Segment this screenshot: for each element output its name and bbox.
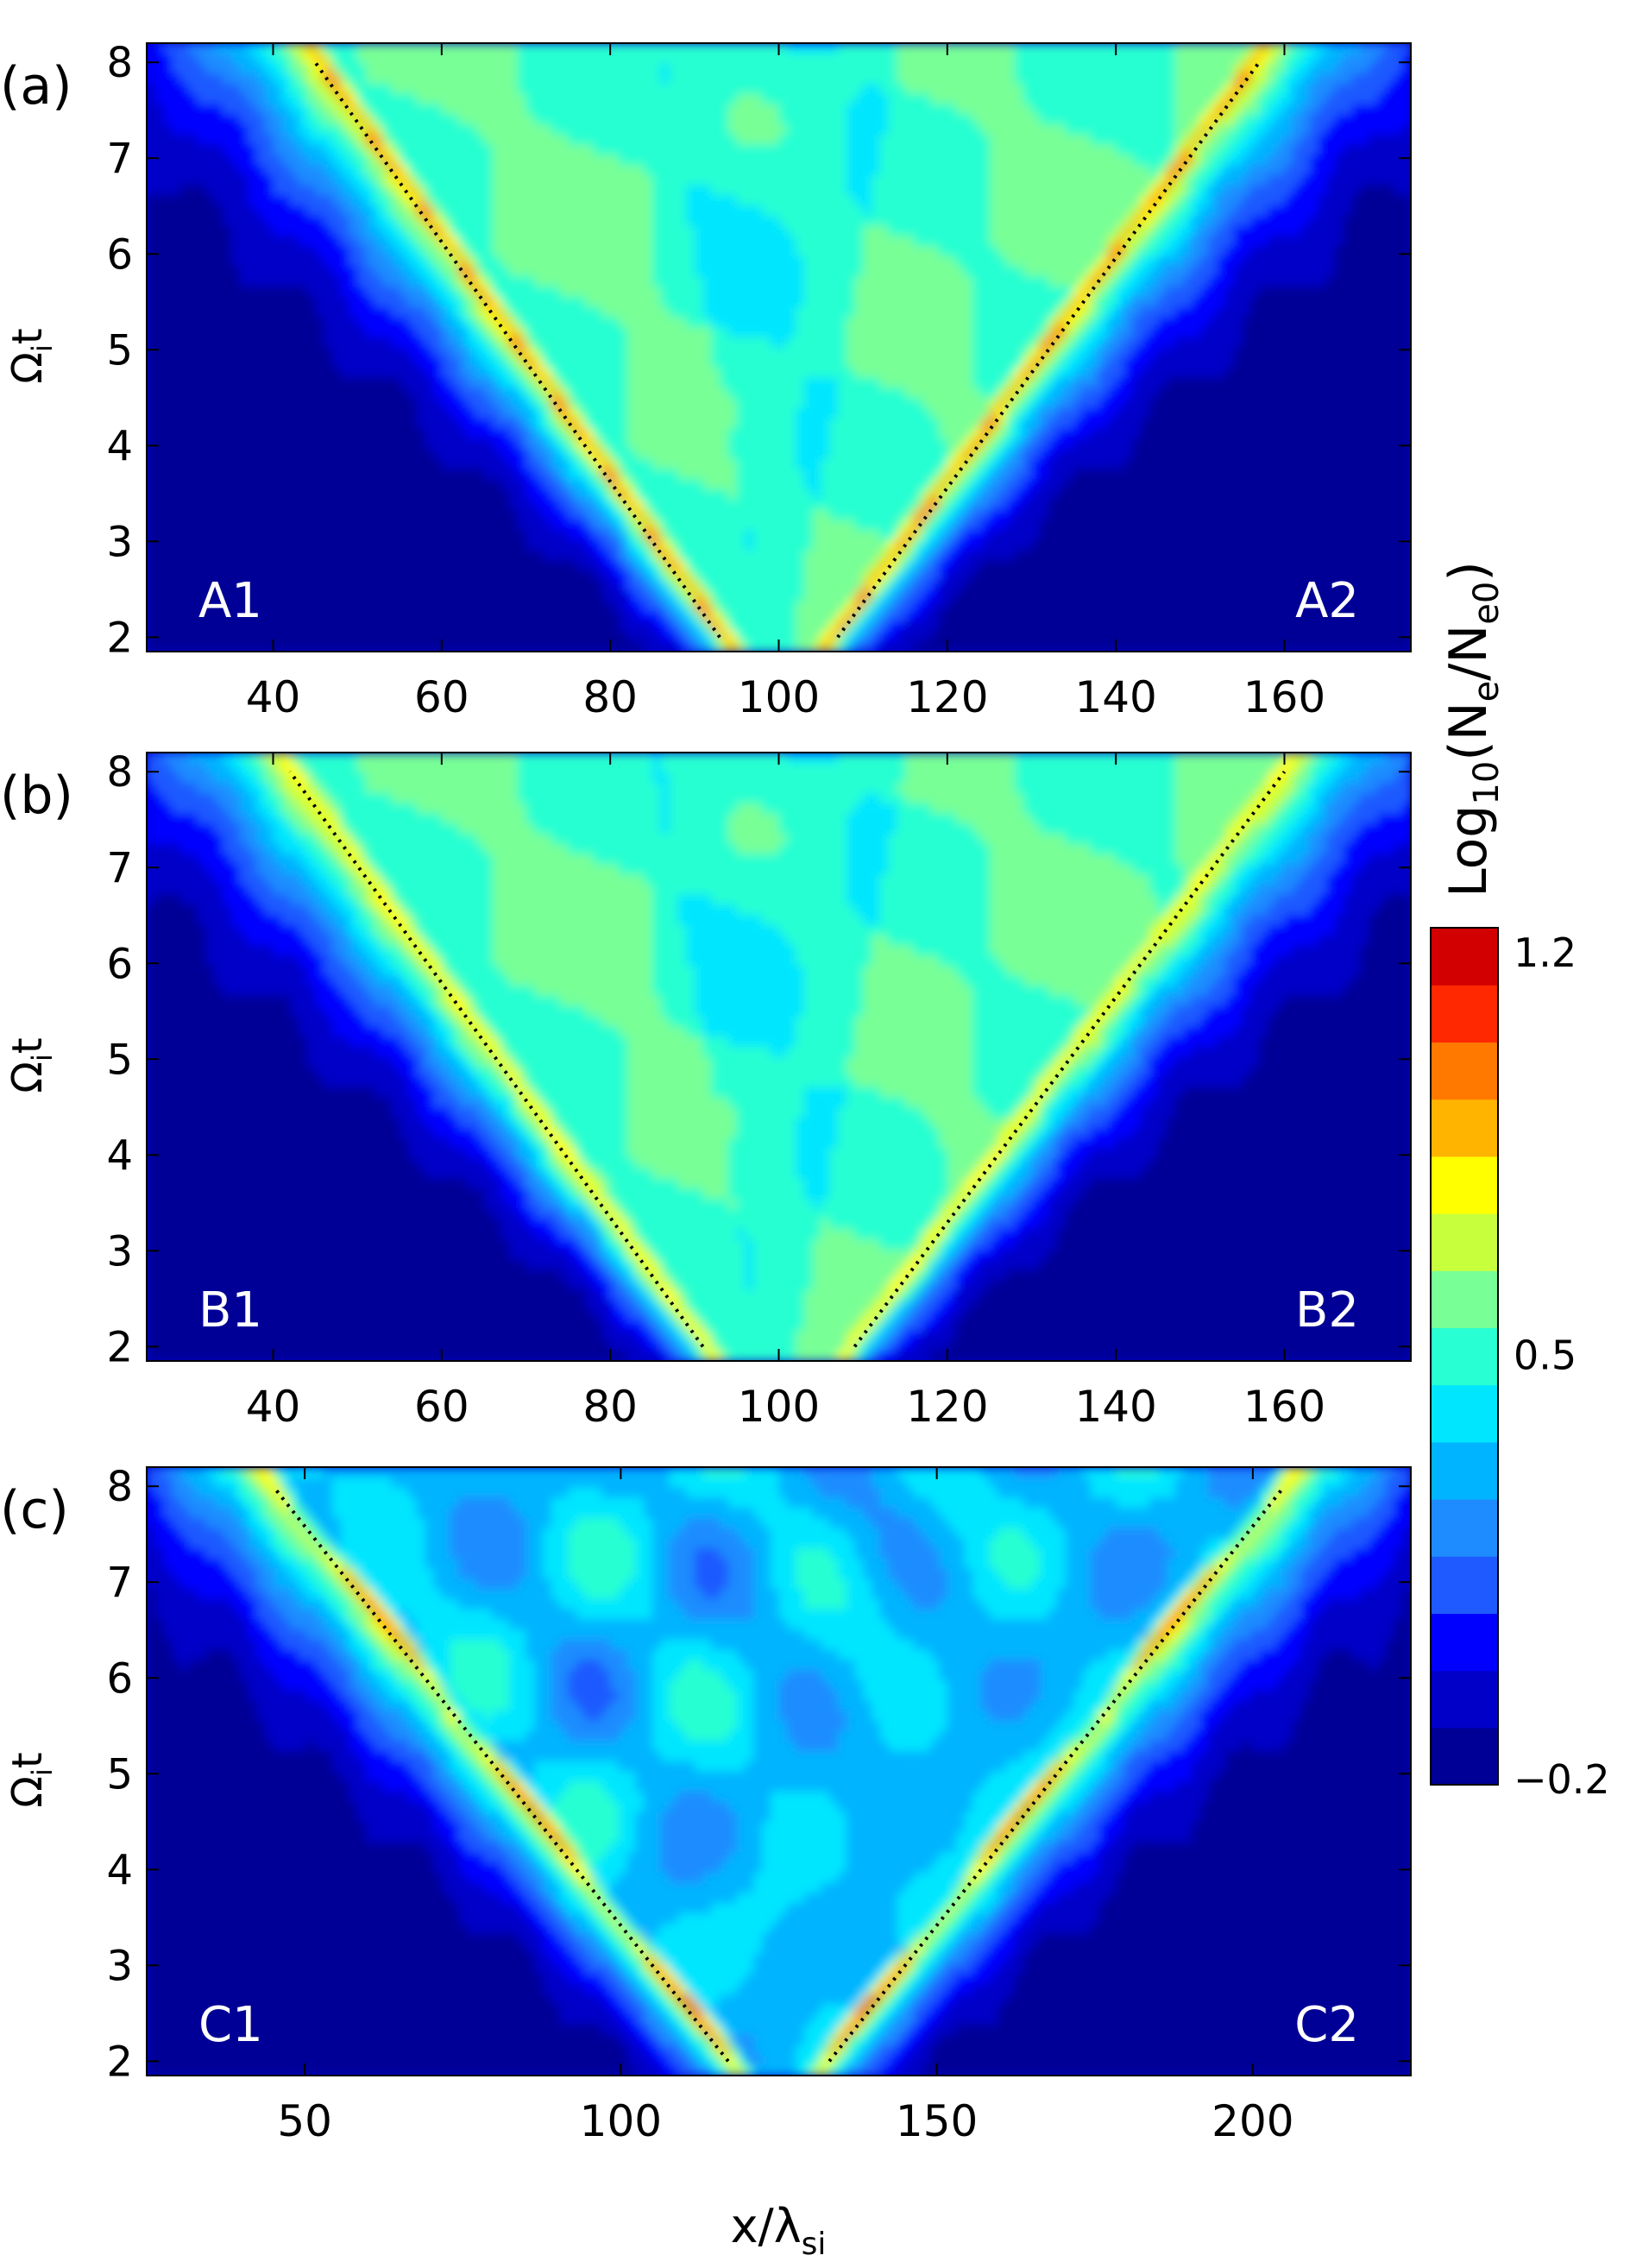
y-tick-label: 3	[106, 1942, 133, 1990]
right-front-line	[836, 61, 1261, 639]
x-tick-label: 150	[896, 2096, 978, 2146]
colorbar-swatch	[1431, 1327, 1498, 1386]
y-tick-label: 8	[106, 39, 133, 87]
y-tick-label: 2	[106, 2038, 133, 2086]
x-tick-label: 60	[414, 672, 469, 722]
x-tick-label: 50	[277, 2096, 332, 2146]
x-tick-label: 140	[1074, 672, 1156, 722]
y-axis-label: Ωit	[3, 328, 59, 383]
panel-label: (c)	[0, 1480, 69, 1540]
colorbar-swatch	[1431, 1441, 1498, 1500]
y-tick-label: 5	[106, 326, 133, 375]
density-map	[147, 43, 1411, 652]
y-tick-label: 7	[106, 135, 133, 183]
x-tick-label: 100	[580, 2096, 662, 2146]
x-tick-label: 100	[738, 1382, 820, 1432]
colorbar-swatch	[1431, 1384, 1498, 1443]
y-tick-label: 2	[106, 1323, 133, 1371]
right-front-line	[828, 1484, 1287, 2063]
x-tick-label: 200	[1211, 2096, 1293, 2146]
colorbar-tick-label: 0.5	[1514, 1332, 1577, 1379]
y-tick-label: 7	[106, 1559, 133, 1607]
density-map	[147, 753, 1411, 1361]
colorbar-swatch	[1431, 1156, 1498, 1214]
x-tick-label: 140	[1074, 1382, 1156, 1432]
colorbar-swatch	[1431, 1270, 1498, 1328]
y-tick-label: 4	[106, 1131, 133, 1180]
x-tick-label: 40	[246, 672, 301, 722]
colorbar-swatch	[1431, 1499, 1498, 1557]
colorbar-tick-label: −0.2	[1514, 1756, 1610, 1803]
y-tick-label: 5	[106, 1750, 133, 1799]
colorbar-swatch	[1431, 1613, 1498, 1672]
x-tick-label: 40	[246, 1382, 301, 1432]
colorbar-swatch	[1431, 1670, 1498, 1729]
colorbar: 1.2 0.5 −0.2	[1430, 927, 1610, 1803]
y-tick-label: 3	[106, 518, 133, 566]
region-label-right: B2	[1295, 1282, 1359, 1339]
y-tick-label: 7	[106, 844, 133, 892]
y-tick-label: 3	[106, 1227, 133, 1276]
y-tick-label: 6	[106, 230, 133, 279]
y-axis-label: Ωit	[3, 1037, 59, 1093]
colorbar-frame	[1430, 927, 1499, 1786]
x-tick-label: 100	[738, 672, 820, 722]
x-tick-label: 160	[1243, 1382, 1325, 1432]
density-map	[147, 1467, 1411, 2076]
x-tick-label: 80	[582, 672, 638, 722]
colorbar-tick-label: 1.2	[1514, 929, 1577, 976]
left-front-line	[271, 1484, 730, 2063]
panel-b: 2 3 4 5 6 7 8 40 60 80 100 120 140 160 (b) B1 B2 Ωit	[0, 748, 1412, 1432]
x-tick-label: 60	[414, 1382, 469, 1432]
x-axis-label: x/λsi	[731, 2199, 827, 2262]
panel-c: 2 3 4 5 6 7 8 50 100 150 200 (c) C1 C2 Ωit	[0, 1463, 1412, 2146]
colorbar-swatch	[1431, 985, 1498, 1043]
y-tick-label: 5	[106, 1036, 133, 1084]
panel-a: 2 3 4 5 6 7 8 40 60 80 100 120 140 160 (a) A1 A2 Ωit	[0, 39, 1412, 722]
region-label-left: C1	[198, 1997, 263, 2053]
y-tick-label: 6	[106, 1654, 133, 1703]
left-front-line	[288, 771, 705, 1348]
colorbar-swatch	[1431, 1556, 1498, 1614]
y-tick-label: 8	[106, 1463, 133, 1511]
y-tick-label: 6	[106, 940, 133, 988]
region-label-right: C2	[1294, 1997, 1359, 2053]
region-label-right: A2	[1295, 573, 1359, 629]
y-tick-label: 2	[106, 614, 133, 662]
colorbar-swatch	[1431, 1213, 1498, 1271]
plot-frame	[146, 1466, 1412, 2076]
panel-label: (a)	[0, 56, 72, 117]
region-label-left: B1	[198, 1282, 262, 1339]
x-tick-label: 160	[1243, 672, 1325, 722]
colorbar-label: Log10(Ne/Ne0)	[1438, 561, 1507, 898]
colorbar-swatch	[1431, 1099, 1498, 1157]
y-tick-label: 4	[106, 422, 133, 470]
y-tick-label: 8	[106, 748, 133, 797]
x-tick-label: 120	[906, 1382, 988, 1432]
colorbar-swatch	[1431, 1042, 1498, 1100]
colorbar-swatch	[1431, 1727, 1498, 1786]
x-tick-label: 80	[582, 1382, 638, 1432]
y-tick-label: 4	[106, 1846, 133, 1894]
x-tick-label: 120	[906, 672, 988, 722]
region-label-left: A1	[198, 573, 262, 629]
y-axis-label: Ωit	[3, 1752, 59, 1807]
panel-label: (b)	[0, 765, 73, 826]
colorbar-swatch	[1431, 928, 1498, 986]
